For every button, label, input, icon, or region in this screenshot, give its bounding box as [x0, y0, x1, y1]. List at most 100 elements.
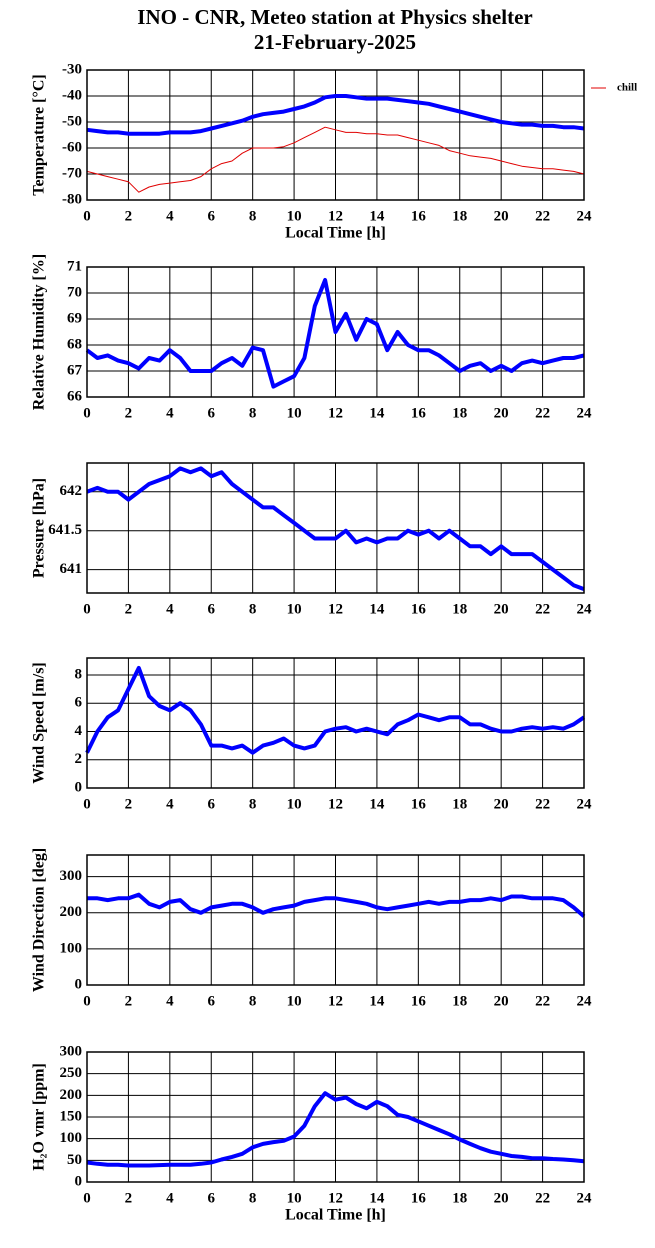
y-axis-label: Pressure [hPa] [31, 478, 48, 578]
y-tick-label: 642 [60, 483, 83, 499]
x-tick-label: 12 [328, 1190, 343, 1206]
x-tick-label: 16 [411, 601, 427, 617]
x-tick-label: 10 [287, 1190, 302, 1206]
y-axis-label: Wind Speed [m/s] [31, 662, 48, 784]
x-tick-label: 0 [83, 993, 91, 1009]
x-tick-label: 22 [535, 993, 550, 1009]
y-tick-label: -50 [62, 113, 82, 129]
plot-frame [86, 266, 585, 398]
x-tick-label: 16 [411, 405, 427, 421]
x-tick-label: 24 [577, 601, 593, 617]
x-tick-label: 2 [125, 993, 133, 1009]
x-tick-label: 20 [494, 208, 509, 224]
x-tick-label: 0 [83, 405, 91, 421]
x-tick-label: 16 [411, 993, 427, 1009]
x-tick-label: 18 [452, 993, 467, 1009]
y-axis-label: Temperature [°C] [31, 74, 48, 195]
x-tick-label: 12 [328, 405, 343, 421]
y-tick-label: 50 [67, 1152, 82, 1168]
series-line [85, 278, 585, 389]
y-tick-label: 2 [75, 751, 83, 767]
plot-frame [86, 657, 585, 789]
x-tick-label: 8 [249, 1190, 257, 1206]
x-tick-label: 12 [328, 208, 343, 224]
x-tick-label: 18 [452, 1190, 467, 1206]
series-line [85, 665, 586, 755]
plot-frame [86, 1051, 585, 1183]
x-tick-label: 20 [494, 405, 509, 421]
x-tick-label: 4 [166, 601, 174, 617]
x-tick-label: 16 [411, 796, 427, 812]
y-tick-label: 100 [60, 1130, 83, 1146]
plot-frame [86, 462, 585, 594]
y-axis-label: Relative Humidity [%] [31, 254, 48, 410]
x-tick-label: 4 [166, 796, 174, 812]
x-tick-label: 14 [369, 208, 385, 224]
y-tick-label: 4 [75, 723, 83, 739]
x-tick-label: 12 [328, 601, 343, 617]
y-tick-label: 150 [60, 1108, 83, 1124]
title-line: INO - CNR, Meteo station at Physics shel… [137, 5, 532, 29]
x-tick-label: 10 [287, 208, 302, 224]
series-line [86, 466, 585, 591]
x-tick-label: 20 [494, 1190, 509, 1206]
x-tick-label: 16 [411, 1190, 427, 1206]
y-tick-label: 67 [67, 362, 83, 378]
x-tick-label: 2 [125, 601, 133, 617]
x-tick-label: 20 [494, 796, 509, 812]
y-tick-label: -30 [62, 61, 82, 77]
x-tick-label: 24 [577, 993, 593, 1009]
x-tick-label: 4 [166, 993, 174, 1009]
x-tick-label: 20 [494, 993, 509, 1009]
legend-label: chill [617, 82, 637, 94]
y-tick-label: 300 [60, 868, 83, 884]
y-tick-label: 66 [67, 388, 83, 404]
title-line: 21-February-2025 [254, 30, 416, 54]
series-line [86, 1091, 585, 1168]
x-tick-label: 22 [535, 796, 550, 812]
y-tick-label: 70 [67, 284, 82, 300]
y-tick-label: 8 [75, 666, 83, 682]
x-tick-label: 0 [83, 1190, 91, 1206]
x-tick-label: 24 [577, 405, 593, 421]
x-tick-label: 18 [452, 405, 467, 421]
x-tick-label: 24 [577, 796, 593, 812]
y-tick-label: -70 [62, 165, 82, 181]
y-tick-label: 69 [67, 310, 82, 326]
x-tick-label: 12 [328, 993, 343, 1009]
x-tick-label: 6 [208, 405, 216, 421]
x-tick-label: 20 [494, 601, 509, 617]
x-tick-label: 8 [249, 601, 257, 617]
x-tick-label: 2 [125, 208, 133, 224]
plot-frame [86, 854, 585, 986]
x-tick-label: 14 [369, 1190, 385, 1206]
y-tick-label: 0 [75, 779, 83, 795]
y-axis-label: H₂O vmr [ppm] [31, 1063, 48, 1171]
x-tick-label: 22 [535, 601, 550, 617]
x-tick-label: 10 [287, 601, 302, 617]
x-tick-label: 0 [83, 796, 91, 812]
series-line [87, 892, 586, 918]
y-tick-label: -80 [62, 191, 82, 207]
y-tick-label: 0 [75, 976, 83, 992]
x-tick-label: 6 [208, 601, 216, 617]
x-tick-label: 6 [208, 1190, 216, 1206]
x-tick-label: 4 [166, 208, 174, 224]
x-tick-label: 8 [249, 405, 257, 421]
y-tick-label: 100 [60, 940, 83, 956]
x-tick-label: 4 [166, 1190, 174, 1206]
x-tick-label: 2 [125, 405, 133, 421]
x-tick-label: 18 [452, 208, 467, 224]
x-tick-label: 8 [249, 208, 257, 224]
y-tick-label: 68 [67, 336, 82, 352]
y-tick-label: 0 [75, 1173, 83, 1189]
x-tick-label: 2 [125, 1190, 133, 1206]
x-tick-label: 22 [535, 405, 550, 421]
series-line [86, 94, 585, 136]
y-axis-label: Wind Direction [deg] [31, 848, 48, 992]
y-tick-label: 300 [60, 1043, 83, 1059]
y-tick-label: 641.5 [48, 522, 82, 538]
plot-frame [86, 69, 585, 201]
x-tick-label: 0 [83, 208, 91, 224]
